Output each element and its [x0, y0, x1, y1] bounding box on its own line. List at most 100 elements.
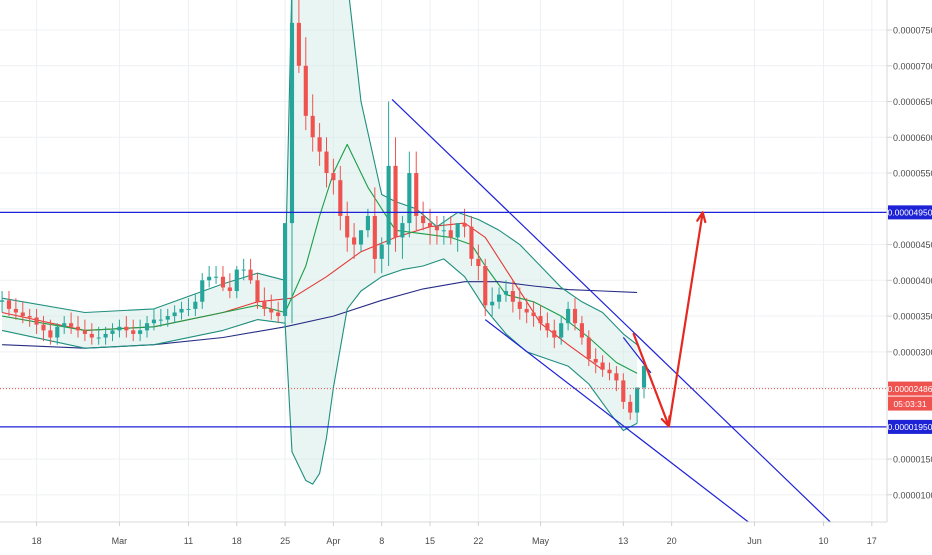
- candle: [607, 362, 612, 381]
- price-tick-label: 0.00007000: [893, 61, 932, 71]
- price-tag-label: 0.00004950: [888, 208, 932, 218]
- candle: [538, 305, 543, 331]
- candle-body: [200, 280, 205, 302]
- time-axis[interactable]: 18 Mar 11 18 25 Apr 8 15 22 May 13 20 Jun 10 17: [32, 522, 877, 546]
- price-tick-label: 0.00006000: [893, 133, 932, 143]
- candle-body: [372, 215, 377, 259]
- candle-body: [303, 65, 308, 116]
- candle: [635, 387, 640, 424]
- price-tick-label: 0.00003500: [893, 312, 932, 322]
- time-tick-label: 22: [473, 536, 483, 546]
- candle-body: [538, 316, 543, 324]
- candle-body: [220, 276, 226, 288]
- candle-body: [227, 287, 232, 292]
- candle: [331, 158, 336, 195]
- candle-body: [635, 387, 640, 413]
- candle: [241, 258, 246, 281]
- candle-body: [0, 300, 5, 302]
- candle: [414, 151, 419, 231]
- arrow-up[interactable]: [667, 211, 707, 428]
- candle: [144, 316, 150, 338]
- candle-body: [628, 401, 633, 413]
- candle-body: [407, 173, 412, 224]
- candle: [138, 319, 143, 342]
- arrow-up-head: [696, 211, 707, 224]
- candle: [476, 244, 481, 281]
- candle: [103, 326, 108, 345]
- candle: [358, 230, 364, 252]
- candle-body: [434, 226, 440, 231]
- candle: [600, 355, 605, 377]
- candle: [462, 208, 467, 238]
- candle-body: [172, 312, 177, 317]
- candle: [89, 323, 94, 345]
- candle-body: [213, 276, 219, 278]
- candle-body: [276, 312, 281, 317]
- candle: [269, 294, 274, 320]
- candle-body: [165, 316, 170, 320]
- candle: [317, 122, 322, 166]
- candle: [469, 215, 474, 267]
- channel-lower-line[interactable]: [484, 319, 762, 533]
- candle: [448, 215, 453, 245]
- candle: [400, 215, 405, 259]
- time-tick-label: Apr: [326, 536, 340, 546]
- time-tick-label: Mar: [112, 536, 128, 546]
- time-tick-label: 10: [818, 536, 828, 546]
- candle: [593, 348, 598, 374]
- candle-body: [483, 266, 488, 306]
- candle-body: [414, 173, 419, 216]
- candle-body: [421, 215, 426, 224]
- grid: [0, 0, 887, 522]
- candle-body: [593, 358, 598, 363]
- candle: [379, 237, 384, 274]
- price-tick-label: 0.00004000: [893, 276, 932, 286]
- price-tags: 0.00004950 0.00002486 05:03:31 0.00001950: [888, 205, 932, 434]
- candle-body: [138, 330, 143, 334]
- candle-body: [469, 226, 474, 259]
- time-tick-label: 18: [232, 536, 242, 546]
- candle: [96, 326, 101, 345]
- candle-body: [207, 276, 212, 281]
- candle: [200, 273, 205, 309]
- candle-body: [586, 337, 591, 359]
- candle-body: [517, 301, 522, 309]
- candle-body: [455, 223, 460, 238]
- candle-body: [96, 337, 101, 339]
- candle-body: [559, 323, 564, 338]
- candle-body: [20, 312, 25, 317]
- candle-body: [69, 323, 74, 327]
- candle: [117, 319, 122, 338]
- candle: [41, 316, 46, 342]
- candle-body: [490, 301, 495, 306]
- candle-body: [345, 215, 350, 238]
- candle: [158, 308, 163, 327]
- time-tick-label: 13: [618, 536, 628, 546]
- candle: [303, 37, 308, 131]
- channel-upper-line[interactable]: [391, 98, 842, 533]
- candle-body: [552, 330, 557, 338]
- candle-body: [331, 173, 336, 181]
- candle: [82, 319, 87, 342]
- candle-body: [338, 180, 343, 216]
- price-tick-label: 0.00006500: [893, 97, 932, 107]
- candle-body: [365, 215, 370, 231]
- candle-body: [117, 326, 122, 331]
- price-tick-label: 0.00001500: [893, 455, 932, 465]
- candle: [69, 312, 74, 334]
- candle-body: [269, 308, 274, 313]
- candle-body: [179, 308, 184, 313]
- candle: [6, 291, 12, 317]
- candle-body: [572, 308, 578, 324]
- candle: [517, 287, 522, 320]
- candle: [524, 298, 529, 324]
- time-tick-label: 8: [379, 536, 384, 546]
- time-tick-label: May: [532, 536, 550, 546]
- time-tick-label: 18: [32, 536, 42, 546]
- candle-body: [352, 237, 357, 245]
- candle-body: [262, 301, 267, 309]
- candle-body: [82, 330, 87, 334]
- price-tick-label: 0.00004500: [893, 240, 932, 250]
- bollinger-fill: [2, 0, 638, 485]
